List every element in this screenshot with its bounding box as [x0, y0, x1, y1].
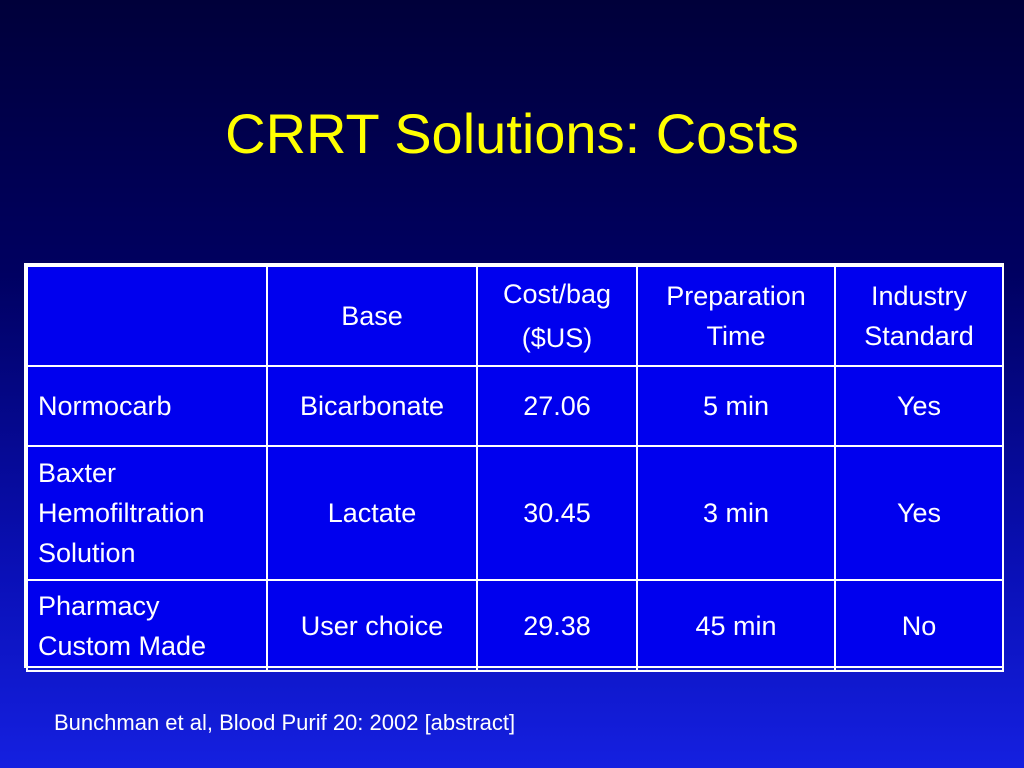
- row-label-normocarb: Normocarb: [26, 365, 268, 447]
- cell-industry-standard: Yes: [834, 365, 1004, 447]
- table-row: Normocarb Bicarbonate 27.06 5 min Yes: [26, 365, 1004, 447]
- cell-industry-standard: Yes: [834, 445, 1004, 581]
- cell-base: Lactate: [266, 445, 478, 581]
- cell-industry-standard: No: [834, 579, 1004, 672]
- cell-cost: 27.06: [476, 365, 638, 447]
- row-label-baxter: Baxter Hemofiltration Solution: [26, 445, 268, 581]
- table-header-row: Base Cost/bag ($US) Preparation Time Ind…: [26, 265, 1004, 367]
- cell-prep-time: 3 min: [636, 445, 836, 581]
- header-cell-cost-per-bag: Cost/bag ($US): [476, 265, 638, 367]
- table-row: Pharmacy Custom Made User choice 29.38 4…: [26, 579, 1004, 672]
- cell-cost: 30.45: [476, 445, 638, 581]
- header-cell-industry-standard: Industry Standard: [834, 265, 1004, 367]
- header-cell-base: Base: [266, 265, 478, 367]
- cell-base: Bicarbonate: [266, 365, 478, 447]
- cell-cost: 29.38: [476, 579, 638, 672]
- table-row: Baxter Hemofiltration Solution Lactate 3…: [26, 445, 1004, 581]
- cell-prep-time: 45 min: [636, 579, 836, 672]
- row-label-pharmacy: Pharmacy Custom Made: [26, 579, 268, 672]
- costs-table: Base Cost/bag ($US) Preparation Time Ind…: [26, 265, 1004, 672]
- costs-table-container: Base Cost/bag ($US) Preparation Time Ind…: [24, 263, 1004, 672]
- cell-prep-time: 5 min: [636, 365, 836, 447]
- header-cell-preparation-time: Preparation Time: [636, 265, 836, 367]
- header-cell-empty: [26, 265, 268, 367]
- cell-base: User choice: [266, 579, 478, 672]
- slide-title: CRRT Solutions: Costs: [225, 102, 799, 165]
- citation: Bunchman et al, Blood Purif 20: 2002 [ab…: [54, 710, 516, 735]
